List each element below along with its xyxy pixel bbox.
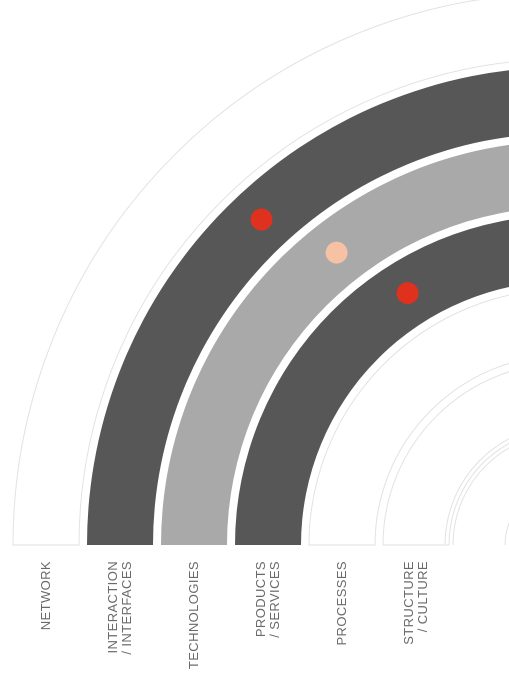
band-products [235,219,509,545]
band-label-line: / CULTURE [415,561,430,632]
marker-technologies [325,241,348,264]
band-label-interaction: INTERACTION / INTERFACES [105,561,134,655]
band-label-line: PRODUCTS [253,561,268,637]
band-label-structure: STRUCTURE / CULTURE [401,561,430,645]
band-technologies [161,144,509,545]
band-structure [382,371,509,546]
band-interaction [87,70,509,545]
band-network [12,0,509,546]
band-label-processes: PROCESSES [334,561,349,646]
band-labels: NETWORK INTERACTION / INTERFACES TECHNOLOGI… [38,561,430,669]
marker-interaction [250,208,273,231]
band-label-line: NETWORK [38,561,53,630]
band-label-line: INTERACTION [105,561,120,654]
band-label-line: / SERVICES [267,561,282,638]
radar-markers [250,208,419,305]
band-label-line: TECHNOLOGIES [186,561,201,669]
band-processes [308,294,509,546]
marker-products [396,282,419,305]
band-label-technologies: TECHNOLOGIES [186,561,201,669]
inner-ring [504,522,509,546]
band-label-products: PRODUCTS / SERVICES [253,561,282,638]
inner-ring [444,438,509,546]
inner-ring [452,447,509,546]
band-label-line: / INTERFACES [119,561,134,655]
band-label-line: PROCESSES [334,561,349,646]
band-label-network: NETWORK [38,561,53,630]
band-label-line: STRUCTURE [401,561,416,645]
radar-bands [12,0,509,546]
